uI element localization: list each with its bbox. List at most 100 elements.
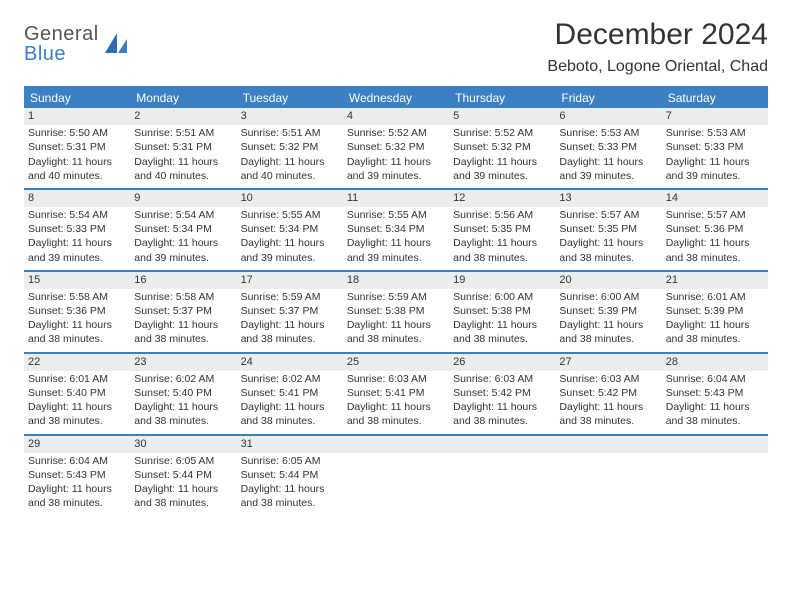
day-cell: 10Sunrise: 5:55 AMSunset: 5:34 PMDayligh… [237,190,343,270]
week-row: 29Sunrise: 6:04 AMSunset: 5:43 PMDayligh… [24,436,768,516]
day-dl2: and 39 minutes. [453,169,551,183]
day-cell: 4Sunrise: 5:52 AMSunset: 5:32 PMDaylight… [343,108,449,188]
day-cell: 15Sunrise: 5:58 AMSunset: 5:36 PMDayligh… [24,272,130,352]
day-sunset: Sunset: 5:36 PM [666,222,764,236]
day-dl1: Daylight: 11 hours [28,155,126,169]
day-sunset: Sunset: 5:37 PM [241,304,339,318]
day-dl1: Daylight: 11 hours [666,236,764,250]
day-sunset: Sunset: 5:42 PM [453,386,551,400]
day-dl2: and 38 minutes. [347,414,445,428]
day-number: 11 [343,190,449,207]
dow-thursday: Thursday [449,88,555,108]
day-dl1: Daylight: 11 hours [666,400,764,414]
day-dl1: Daylight: 11 hours [134,155,232,169]
day-sunrise: Sunrise: 5:51 AM [134,126,232,140]
day-dl1: Daylight: 11 hours [559,155,657,169]
day-dl1: Daylight: 11 hours [134,482,232,496]
day-sunset: Sunset: 5:44 PM [241,468,339,482]
dow-sunday: Sunday [24,88,130,108]
day-body: Sunrise: 6:03 AMSunset: 5:42 PMDaylight:… [449,371,555,434]
day-cell: 18Sunrise: 5:59 AMSunset: 5:38 PMDayligh… [343,272,449,352]
day-cell: 3Sunrise: 5:51 AMSunset: 5:32 PMDaylight… [237,108,343,188]
day-body: Sunrise: 5:50 AMSunset: 5:31 PMDaylight:… [24,125,130,188]
day-dl1: Daylight: 11 hours [134,400,232,414]
day-number [662,436,768,453]
day-cell: 29Sunrise: 6:04 AMSunset: 5:43 PMDayligh… [24,436,130,516]
dow-monday: Monday [130,88,236,108]
day-dl2: and 38 minutes. [453,332,551,346]
day-sunrise: Sunrise: 5:53 AM [559,126,657,140]
day-sunset: Sunset: 5:39 PM [559,304,657,318]
day-sunrise: Sunrise: 6:02 AM [134,372,232,386]
day-body: Sunrise: 6:03 AMSunset: 5:42 PMDaylight:… [555,371,661,434]
day-body [343,453,449,511]
week-row: 1Sunrise: 5:50 AMSunset: 5:31 PMDaylight… [24,108,768,190]
day-number: 14 [662,190,768,207]
day-sunrise: Sunrise: 6:05 AM [241,454,339,468]
day-dl1: Daylight: 11 hours [134,318,232,332]
day-sunrise: Sunrise: 6:03 AM [559,372,657,386]
day-number: 12 [449,190,555,207]
day-dl2: and 39 minutes. [347,169,445,183]
day-number: 3 [237,108,343,125]
day-cell: 17Sunrise: 5:59 AMSunset: 5:37 PMDayligh… [237,272,343,352]
day-number: 18 [343,272,449,289]
week-row: 22Sunrise: 6:01 AMSunset: 5:40 PMDayligh… [24,354,768,436]
day-cell: 8Sunrise: 5:54 AMSunset: 5:33 PMDaylight… [24,190,130,270]
day-dl1: Daylight: 11 hours [347,236,445,250]
day-dl2: and 38 minutes. [241,332,339,346]
day-sunset: Sunset: 5:33 PM [666,140,764,154]
day-sunset: Sunset: 5:34 PM [134,222,232,236]
day-dl2: and 39 minutes. [134,251,232,265]
day-body: Sunrise: 5:58 AMSunset: 5:37 PMDaylight:… [130,289,236,352]
calendar: Sunday Monday Tuesday Wednesday Thursday… [24,86,768,515]
day-cell: 21Sunrise: 6:01 AMSunset: 5:39 PMDayligh… [662,272,768,352]
day-dl2: and 39 minutes. [559,169,657,183]
day-dl1: Daylight: 11 hours [453,155,551,169]
day-body: Sunrise: 6:00 AMSunset: 5:38 PMDaylight:… [449,289,555,352]
day-dl1: Daylight: 11 hours [347,155,445,169]
day-sunrise: Sunrise: 5:53 AM [666,126,764,140]
day-cell: 11Sunrise: 5:55 AMSunset: 5:34 PMDayligh… [343,190,449,270]
day-dl1: Daylight: 11 hours [134,236,232,250]
day-number: 13 [555,190,661,207]
day-dl1: Daylight: 11 hours [241,400,339,414]
day-dl2: and 39 minutes. [241,251,339,265]
day-dl2: and 38 minutes. [28,332,126,346]
day-sunrise: Sunrise: 6:02 AM [241,372,339,386]
day-cell: 24Sunrise: 6:02 AMSunset: 5:41 PMDayligh… [237,354,343,434]
day-sunrise: Sunrise: 5:55 AM [241,208,339,222]
day-dl2: and 38 minutes. [134,496,232,510]
day-cell: 6Sunrise: 5:53 AMSunset: 5:33 PMDaylight… [555,108,661,188]
day-sunrise: Sunrise: 5:58 AM [134,290,232,304]
day-dl1: Daylight: 11 hours [453,318,551,332]
day-dl2: and 38 minutes. [453,251,551,265]
day-sunset: Sunset: 5:37 PM [134,304,232,318]
day-body: Sunrise: 5:55 AMSunset: 5:34 PMDaylight:… [237,207,343,270]
day-cell: 26Sunrise: 6:03 AMSunset: 5:42 PMDayligh… [449,354,555,434]
day-sunset: Sunset: 5:41 PM [347,386,445,400]
day-number: 16 [130,272,236,289]
day-cell: 20Sunrise: 6:00 AMSunset: 5:39 PMDayligh… [555,272,661,352]
header: General Blue December 2024 Beboto, Logon… [24,18,768,76]
page-title: December 2024 [547,18,768,52]
day-sunrise: Sunrise: 5:54 AM [28,208,126,222]
page-subtitle: Beboto, Logone Oriental, Chad [547,58,768,76]
day-number: 8 [24,190,130,207]
day-dl1: Daylight: 11 hours [559,400,657,414]
day-dl2: and 38 minutes. [666,414,764,428]
brand-line2: Blue [24,44,99,64]
weeks-container: 1Sunrise: 5:50 AMSunset: 5:31 PMDaylight… [24,108,768,515]
day-body: Sunrise: 6:00 AMSunset: 5:39 PMDaylight:… [555,289,661,352]
day-cell: 12Sunrise: 5:56 AMSunset: 5:35 PMDayligh… [449,190,555,270]
day-cell: 28Sunrise: 6:04 AMSunset: 5:43 PMDayligh… [662,354,768,434]
day-body: Sunrise: 6:03 AMSunset: 5:41 PMDaylight:… [343,371,449,434]
day-body: Sunrise: 5:57 AMSunset: 5:36 PMDaylight:… [662,207,768,270]
day-sunrise: Sunrise: 5:52 AM [453,126,551,140]
day-body: Sunrise: 6:01 AMSunset: 5:40 PMDaylight:… [24,371,130,434]
day-sunset: Sunset: 5:38 PM [347,304,445,318]
day-number: 21 [662,272,768,289]
day-sunset: Sunset: 5:31 PM [134,140,232,154]
day-dl2: and 38 minutes. [559,414,657,428]
day-sunrise: Sunrise: 5:54 AM [134,208,232,222]
